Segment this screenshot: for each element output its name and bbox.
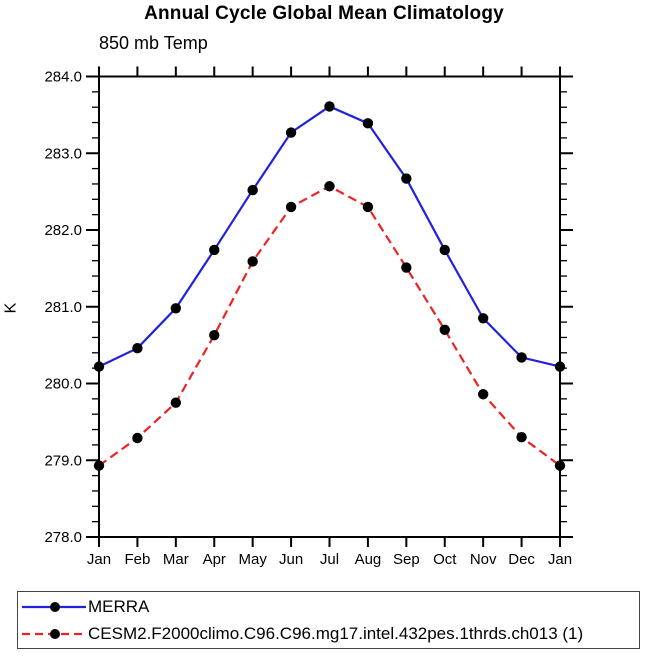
x-tick-label: Dec [508,551,535,568]
data-point-marker [247,184,258,196]
data-point-marker [209,244,220,256]
x-tick-label: May [238,551,267,568]
data-point-marker [554,361,566,372]
plot-area: 278.0 279.0 280.0 281.0 282.0 283.0 284.0 Jan Fe… [44,66,573,568]
series-markers-cesm2 [93,181,566,471]
data-point-marker [401,262,412,273]
x-tick-label: Jun [279,551,303,568]
data-point-marker [247,256,258,267]
legend-item-merra: MERRA [20,594,149,620]
x-tick-label: Jan [87,551,111,568]
x-tick-label: Apr [203,551,226,568]
x-tick-label: Jan [548,551,572,568]
data-point-marker [93,460,105,471]
chart-title: Annual Cycle Global Mean Climatology [144,3,504,24]
data-point-marker [324,101,335,112]
data-point-marker [516,352,527,363]
legend-line-merra-icon [22,602,86,612]
y-axis-unit-label: K [2,302,20,314]
x-tick-label: Mar [163,551,189,568]
x-tick-label: Aug [355,551,382,568]
data-point-marker [324,181,335,192]
y-tick-label: 281.0 [44,299,82,316]
data-point-marker [132,432,143,444]
y-tick-label: 283.0 [44,145,82,162]
y-tick-label: 284.0 [44,69,82,86]
data-point-marker [93,361,105,372]
legend-item-cesm2: CESM2.F2000climo.C96.C96.mg17.intel.432p… [20,621,583,647]
x-tick-label: Nov [470,551,497,568]
x-tick-label: Oct [433,551,457,568]
plot-frame [98,75,561,538]
legend: MERRA CESM2.F2000climo.C96.C96.mg17.inte… [17,591,640,649]
y-tick-label: 279.0 [44,452,82,469]
legend-label-merra: MERRA [88,597,150,616]
data-point-marker [132,342,143,354]
data-point-marker [362,201,374,213]
chart-subtitle: 850 mb Temp [99,33,208,53]
data-point-marker [477,313,489,324]
data-point-marker [285,201,297,213]
data-point-marker [516,432,527,443]
x-axis-ticks: Jan Feb Mar Apr May Jun Jul Aug Sep Oct Nov Dec Jan [87,66,572,568]
data-point-marker [439,324,450,335]
legend-label-cesm2: CESM2.F2000climo.C96.C96.mg17.intel.432p… [88,624,584,643]
data-point-marker [170,397,182,408]
data-point-marker [285,127,297,138]
data-point-marker [554,460,566,471]
x-tick-label: Sep [393,551,420,568]
y-tick-label: 280.0 [44,376,82,393]
y-tick-label: 278.0 [44,529,82,546]
series-merra [98,105,561,368]
y-tick-label: 282.0 [44,222,82,239]
x-tick-label: Feb [124,551,150,568]
data-point-marker [401,173,412,184]
data-point-marker [170,303,182,314]
x-tick-label: Jul [320,551,339,568]
data-point-marker [362,118,374,129]
y-axis-ticks: 278.0 279.0 280.0 281.0 282.0 283.0 284.0 [44,69,573,546]
series-markers-merra [93,101,566,372]
legend-line-cesm2-icon [22,629,86,639]
series-line [98,105,561,368]
data-point-marker [477,389,489,400]
data-point-marker [209,329,220,341]
data-point-marker [439,244,450,256]
